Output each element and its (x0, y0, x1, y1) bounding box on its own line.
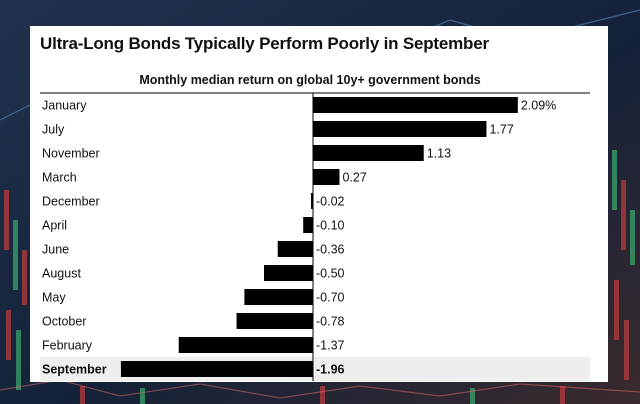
bar-november (313, 145, 424, 161)
bar-february (178, 337, 313, 353)
bar-october (236, 313, 313, 329)
category-label-april: April (42, 219, 67, 233)
category-label-may: May (42, 291, 66, 305)
bar-april (303, 217, 313, 233)
chart-subtitle: Monthly median return on global 10y+ gov… (139, 73, 481, 87)
category-label-december: December (42, 195, 100, 209)
category-label-february: February (42, 339, 93, 353)
category-label-june: June (42, 243, 69, 257)
category-label-march: March (42, 171, 77, 185)
value-label-september: -1.96 (316, 363, 345, 377)
chart-card: Ultra-Long Bonds Typically Perform Poorl… (30, 26, 608, 382)
bar-january (313, 97, 518, 113)
bar-may (244, 289, 313, 305)
value-label-february: -1.37 (316, 339, 345, 353)
bar-december (311, 193, 313, 209)
category-label-september: September (42, 363, 107, 377)
value-label-november: 1.13 (427, 147, 451, 161)
bar-june (277, 241, 313, 257)
bar-september (120, 361, 313, 377)
bar-july (313, 121, 487, 137)
value-label-july: 1.77 (489, 123, 513, 137)
value-label-may: -0.70 (316, 291, 345, 305)
value-label-august: -0.50 (316, 267, 345, 281)
chart-title: Ultra-Long Bonds Typically Perform Poorl… (40, 34, 489, 53)
value-label-october: -0.78 (316, 315, 345, 329)
category-label-august: August (42, 267, 81, 281)
bar-chart: January 2.09% July 1.77 November 1.13 March 0.2… (40, 92, 590, 381)
bar-march (313, 169, 340, 185)
value-label-december: -0.02 (316, 195, 345, 209)
value-label-march: 0.27 (342, 171, 366, 185)
value-label-june: -0.36 (316, 243, 345, 257)
bar-august (264, 265, 313, 281)
chart-rows: January 2.09% July 1.77 November 1.13 March 0.2… (40, 97, 590, 381)
value-label-january: 2.09% (521, 99, 556, 113)
value-label-april: -0.10 (316, 219, 345, 233)
category-label-november: November (42, 147, 100, 161)
category-label-october: October (42, 315, 86, 329)
category-label-january: January (42, 99, 87, 113)
category-label-july: July (42, 123, 65, 137)
